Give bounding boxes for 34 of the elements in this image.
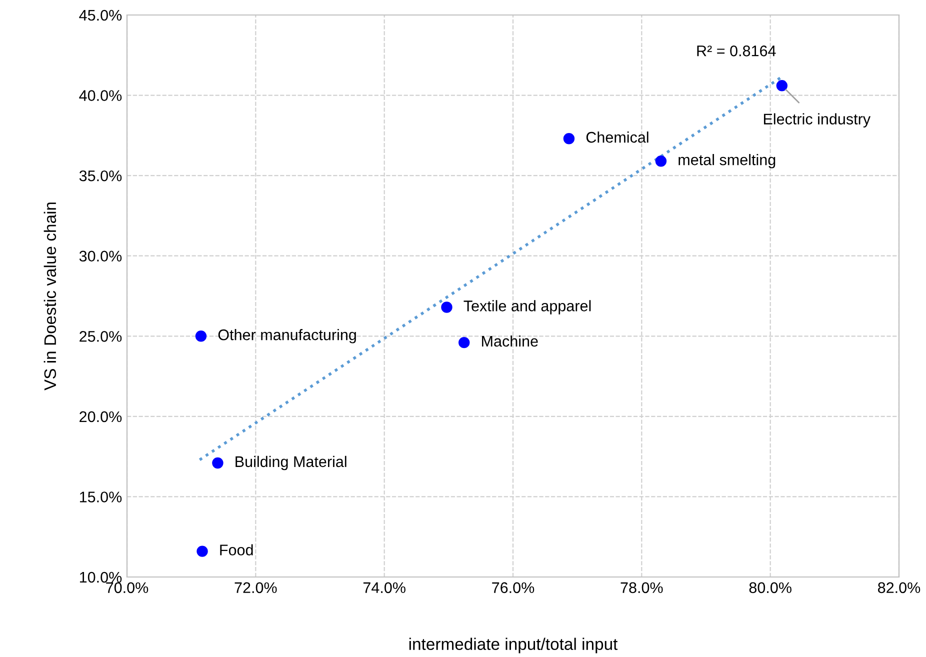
point [563,133,575,144]
annotation: Food [220,544,253,556]
point [458,336,470,348]
point [441,302,452,313]
x-tick-label: 82.0% [878,582,920,594]
x-tick-label: 80.0% [749,582,792,594]
x-tick-label: 76.0% [492,582,534,594]
point [212,457,224,469]
y-tick-label: 40.0% [79,90,122,101]
point [776,80,788,92]
annotation: R² = 0.8164 [697,46,776,56]
y-tick-label: 25.0% [80,331,122,342]
annotation: Other manufacturing [218,329,356,344]
annotation: Electric industry [764,113,871,128]
y-tick-label: 30.0% [79,250,122,262]
annotation: Textile and apparel [464,300,591,314]
x-tick-label: 72.0% [234,582,277,594]
y-tick-label: 20.0% [80,411,122,422]
annotation: Machine [482,335,538,347]
annotation: Building Material [236,456,346,470]
y-tick-label: 10.0% [80,572,122,583]
x-axis-title: intermediate input/total input [409,638,618,654]
x-tick-label: 74.0% [363,582,406,594]
x-tick-label: 70.0% [106,582,148,594]
point [196,546,208,557]
y-tick-label: 35.0% [79,170,122,182]
y-tick-label: 15.0% [80,492,122,502]
point [655,156,667,167]
x-tick-label: 78.0% [620,582,663,594]
y-axis-title: VS in Doestic value chain [44,202,56,390]
annotation: metal smelting [678,154,776,168]
y-tick-label: 45.0% [79,10,122,21]
point [195,330,207,342]
annotation: Chemical [586,132,648,143]
